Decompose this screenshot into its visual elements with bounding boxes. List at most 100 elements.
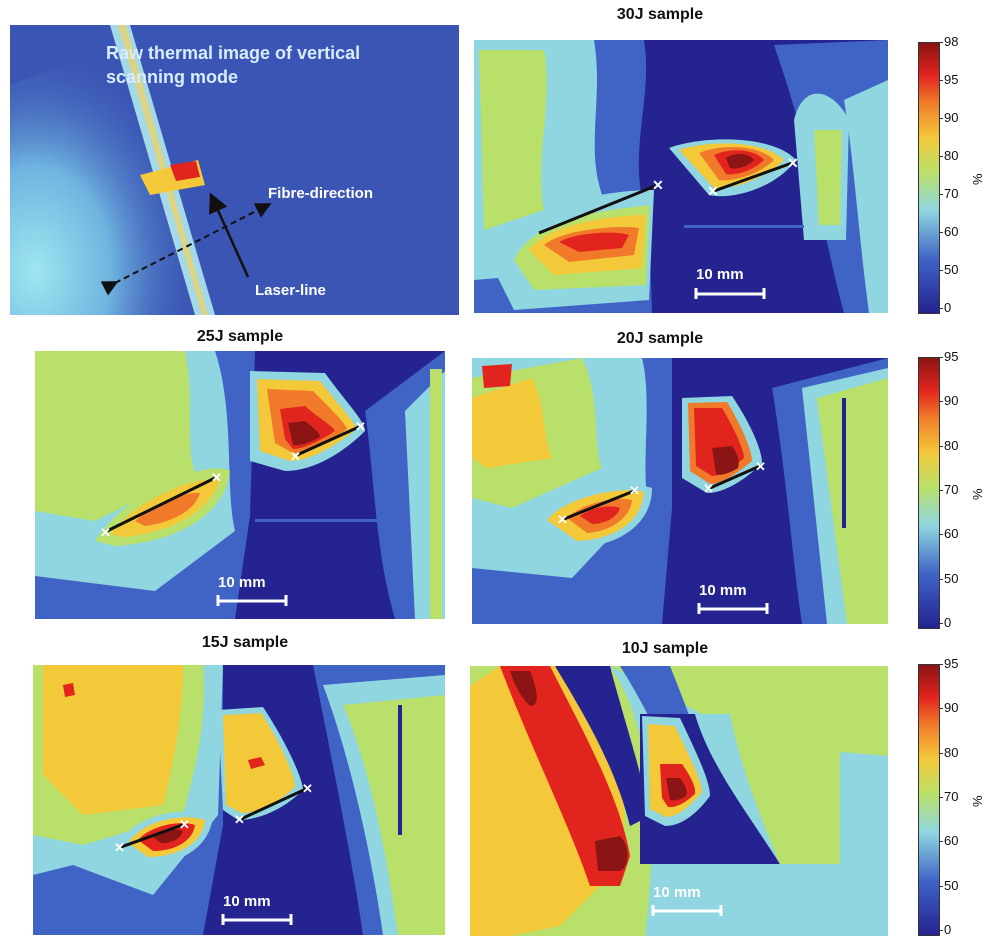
colorbar-tick-label: 90 bbox=[944, 393, 959, 409]
colorbar-30j bbox=[918, 42, 940, 314]
colorbar-tick bbox=[939, 490, 943, 491]
svg-text:✕: ✕ bbox=[100, 525, 111, 540]
colorbar-tick bbox=[939, 308, 943, 309]
colorbar-tick bbox=[939, 623, 943, 624]
colorbar-tick bbox=[939, 708, 943, 710]
svg-text:✕: ✕ bbox=[557, 512, 568, 527]
direction-arrows bbox=[100, 192, 272, 296]
svg-text:✕: ✕ bbox=[703, 481, 714, 496]
scale-bar-label: 10 mm bbox=[218, 574, 266, 591]
panel-30j: ✕ ✕ ✕ 10 mm bbox=[474, 40, 888, 313]
svg-text:✕: ✕ bbox=[114, 840, 125, 855]
colorbar-tick bbox=[939, 270, 943, 271]
damage-length-line bbox=[120, 822, 186, 849]
colorbar-tick-label: 98 bbox=[944, 34, 959, 49]
laser-line-arrow bbox=[209, 192, 250, 278]
damage-length-line bbox=[538, 183, 659, 235]
raw-thermal-image: Raw thermal image of vertical scanning m… bbox=[10, 25, 459, 315]
colorbar-unit-label: % bbox=[970, 488, 985, 500]
svg-text:✕: ✕ bbox=[787, 155, 799, 171]
damage-length-line bbox=[709, 464, 761, 490]
panel-title-30j: 30J sample bbox=[616, 6, 704, 23]
damage-length-line bbox=[240, 786, 309, 821]
scale-bar-label: 10 mm bbox=[223, 893, 271, 910]
colorbar-tick-label: 80 bbox=[944, 437, 959, 453]
colorbar-tick-label: 60 bbox=[944, 526, 959, 542]
thermal-map-15j bbox=[33, 665, 445, 935]
colorbar-tick-label: 0 bbox=[944, 300, 952, 315]
colorbar-tick bbox=[939, 232, 943, 233]
colorbar-tick-label: 90 bbox=[944, 700, 959, 716]
laser-line-label: Laser-line bbox=[255, 282, 326, 299]
fibre-direction-label: Fibre-direction bbox=[268, 185, 374, 202]
colorbar-tick-label: 90 bbox=[944, 110, 959, 125]
colorbar-tick-label: 80 bbox=[944, 744, 959, 760]
colorbar-unit-label: % bbox=[970, 173, 985, 185]
measurement-lines-30j: ✕ ✕ ✕ bbox=[538, 155, 799, 299]
damage-length-line bbox=[563, 489, 635, 521]
svg-text:✕: ✕ bbox=[755, 459, 766, 474]
raw-image-title: Raw thermal image of vertical scanning m… bbox=[106, 41, 360, 89]
colorbar-tick bbox=[939, 578, 943, 580]
colorbar-tick-label: 70 bbox=[944, 789, 959, 804]
colorbar-tick-label: 95 bbox=[944, 72, 959, 87]
thermal-map-30j bbox=[474, 40, 888, 313]
colorbar-tick-label: 60 bbox=[944, 224, 959, 239]
svg-text:✕: ✕ bbox=[211, 470, 222, 485]
svg-text:✕: ✕ bbox=[302, 781, 313, 796]
colorbar-unit-label: % bbox=[970, 795, 985, 807]
colorbar-tick bbox=[939, 752, 943, 754]
colorbar-tick bbox=[939, 118, 943, 119]
panel-title-15j: 15J sample bbox=[201, 634, 289, 651]
colorbar-tick bbox=[939, 194, 943, 195]
colorbar-tick-label: 50 bbox=[944, 262, 959, 277]
panel-15j: ✕ ✕ ✕ ✕ 10 mm bbox=[33, 665, 445, 935]
scale-bar-10j bbox=[651, 905, 723, 916]
colorbar-tick bbox=[939, 401, 943, 403]
colorbar-tick bbox=[939, 80, 943, 81]
colorbar-tick-label: 0 bbox=[944, 922, 952, 937]
damage-length-line bbox=[106, 476, 216, 533]
panel-10j: 10 mm bbox=[470, 666, 888, 936]
colorbar-tick bbox=[939, 841, 943, 843]
scale-bar-label: 10 mm bbox=[696, 266, 744, 283]
panel-title-10j: 10J sample bbox=[621, 640, 709, 657]
colorbar-tick bbox=[939, 42, 943, 43]
raw-title-line-1: Raw thermal image of vertical bbox=[106, 43, 361, 63]
svg-text:✕: ✕ bbox=[652, 177, 664, 193]
svg-text:✕: ✕ bbox=[629, 483, 640, 498]
svg-text:✕: ✕ bbox=[707, 183, 719, 199]
thermal-map-10j bbox=[470, 666, 888, 936]
colorbar-15j-10j bbox=[918, 664, 940, 936]
colorbar-tick-label: 60 bbox=[944, 833, 959, 849]
fibre-direction-arrow bbox=[100, 203, 272, 296]
svg-text:✕: ✕ bbox=[290, 449, 301, 464]
panel-title-20j: 20J sample bbox=[616, 330, 704, 347]
colorbar-tick bbox=[939, 797, 943, 798]
scale-bar-label: 10 mm bbox=[699, 582, 747, 599]
colorbar-tick bbox=[939, 357, 943, 358]
colorbar-tick-label: 95 bbox=[944, 656, 959, 671]
colorbar-tick-label: 95 bbox=[944, 349, 959, 364]
thermal-map-25j bbox=[35, 351, 445, 619]
colorbar-tick bbox=[939, 885, 943, 887]
colorbar-tick-label: 50 bbox=[944, 877, 959, 893]
colorbar-tick-label: 70 bbox=[944, 482, 959, 497]
svg-text:✕: ✕ bbox=[234, 812, 245, 827]
colorbar-tick bbox=[939, 156, 943, 157]
measurement-lines-20j: ✕ ✕ ✕ ✕ bbox=[557, 459, 769, 614]
colorbar-tick bbox=[939, 534, 943, 536]
colorbar-tick bbox=[939, 664, 943, 665]
damage-length-line bbox=[713, 161, 793, 193]
raw-title-line-2: scanning mode bbox=[106, 67, 239, 87]
scale-bar-label: 10 mm bbox=[653, 884, 701, 901]
measurement-lines-25j: ✕ ✕ ✕ ✕ bbox=[100, 419, 366, 606]
measurement-lines-15j: ✕ ✕ ✕ ✕ bbox=[114, 781, 313, 925]
colorbar-tick bbox=[939, 445, 943, 447]
panel-title-25j: 25J sample bbox=[196, 328, 284, 345]
panel-25j: ✕ ✕ ✕ ✕ 10 mm bbox=[35, 351, 445, 619]
colorbar-tick bbox=[939, 930, 943, 931]
panel-20j: ✕ ✕ ✕ ✕ 10 mm bbox=[472, 358, 888, 624]
colorbar-tick-label: 70 bbox=[944, 186, 959, 201]
colorbar-25j-20j bbox=[918, 357, 940, 629]
